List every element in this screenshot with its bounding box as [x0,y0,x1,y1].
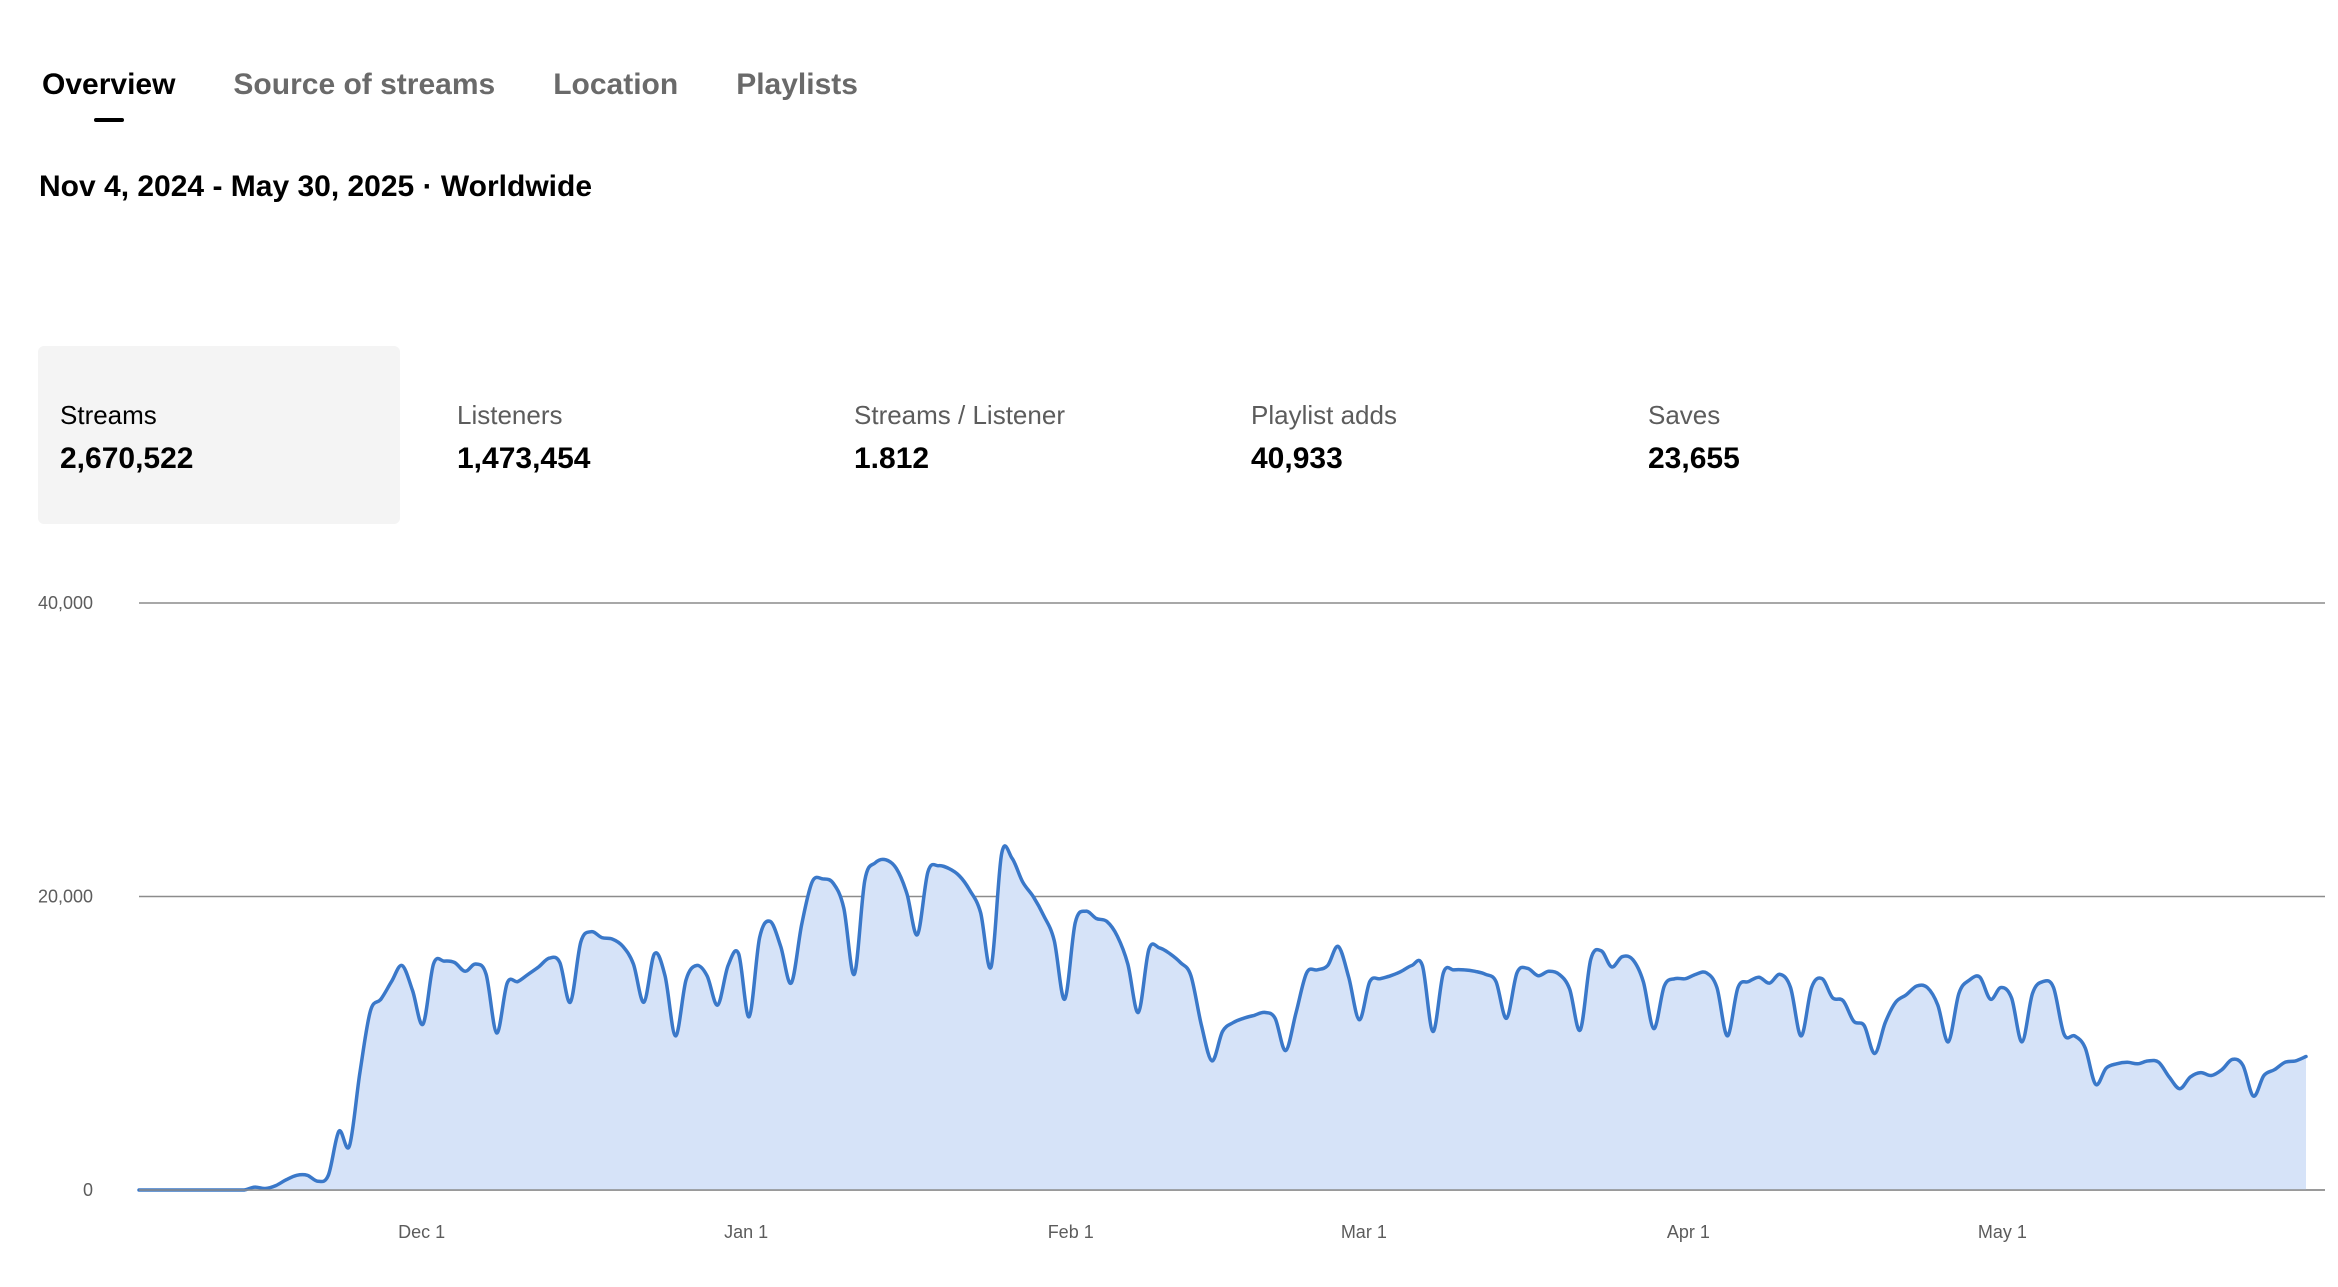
metric-label: Listeners [457,400,563,430]
x-tick-label: Apr 1 [1667,1222,1710,1242]
y-tick-label: 20,000 [38,887,93,907]
series-area [139,845,2306,1190]
metric-label: Streams / Listener [854,400,1065,430]
x-tick-label: Feb 1 [1048,1222,1094,1242]
metric-value: 1,473,454 [457,442,591,475]
metrics-row: Streams 2,670,522 Listeners 1,473,454 St… [38,346,2023,524]
tab-overview[interactable]: Overview [42,58,175,112]
metric-label: Streams [60,400,157,430]
date-range-heading: Nov 4, 2024 - May 30, 2025 · Worldwide [39,170,593,203]
metric-value: 1.812 [854,442,930,475]
metric-value: 40,933 [1251,442,1343,475]
x-tick-label: Jan 1 [724,1222,768,1242]
streams-chart: 0 20,000 40,000 Dec 1 Jan 1 Feb 1 Mar 1 Apr 1 Ma… [38,593,2325,1242]
metric-streams[interactable]: Streams 2,670,522 [38,346,400,524]
y-tick-label: 0 [83,1180,93,1200]
metric-playlist-adds[interactable]: Playlist adds 40,933 [1229,346,1591,524]
series-line [137,844,2308,1192]
tab-bar: Overview Source of streams Location Play… [42,58,916,112]
metric-value: 23,655 [1648,442,1740,475]
metric-streams-per-listener[interactable]: Streams / Listener 1.812 [832,346,1194,524]
x-tick-label: Mar 1 [1341,1222,1387,1242]
x-tick-label: May 1 [1978,1222,2027,1242]
metric-saves[interactable]: Saves 23,655 [1626,346,1988,524]
metric-value: 2,670,522 [60,442,194,475]
tab-playlists[interactable]: Playlists [736,68,858,101]
metric-label: Saves [1648,400,1721,430]
y-tick-label: 40,000 [38,593,93,613]
metric-listeners[interactable]: Listeners 1,473,454 [435,346,797,524]
tab-location[interactable]: Location [553,68,679,101]
tab-source-of-streams[interactable]: Source of streams [233,68,496,101]
x-tick-label: Dec 1 [398,1222,445,1242]
metric-label: Playlist adds [1251,400,1397,430]
